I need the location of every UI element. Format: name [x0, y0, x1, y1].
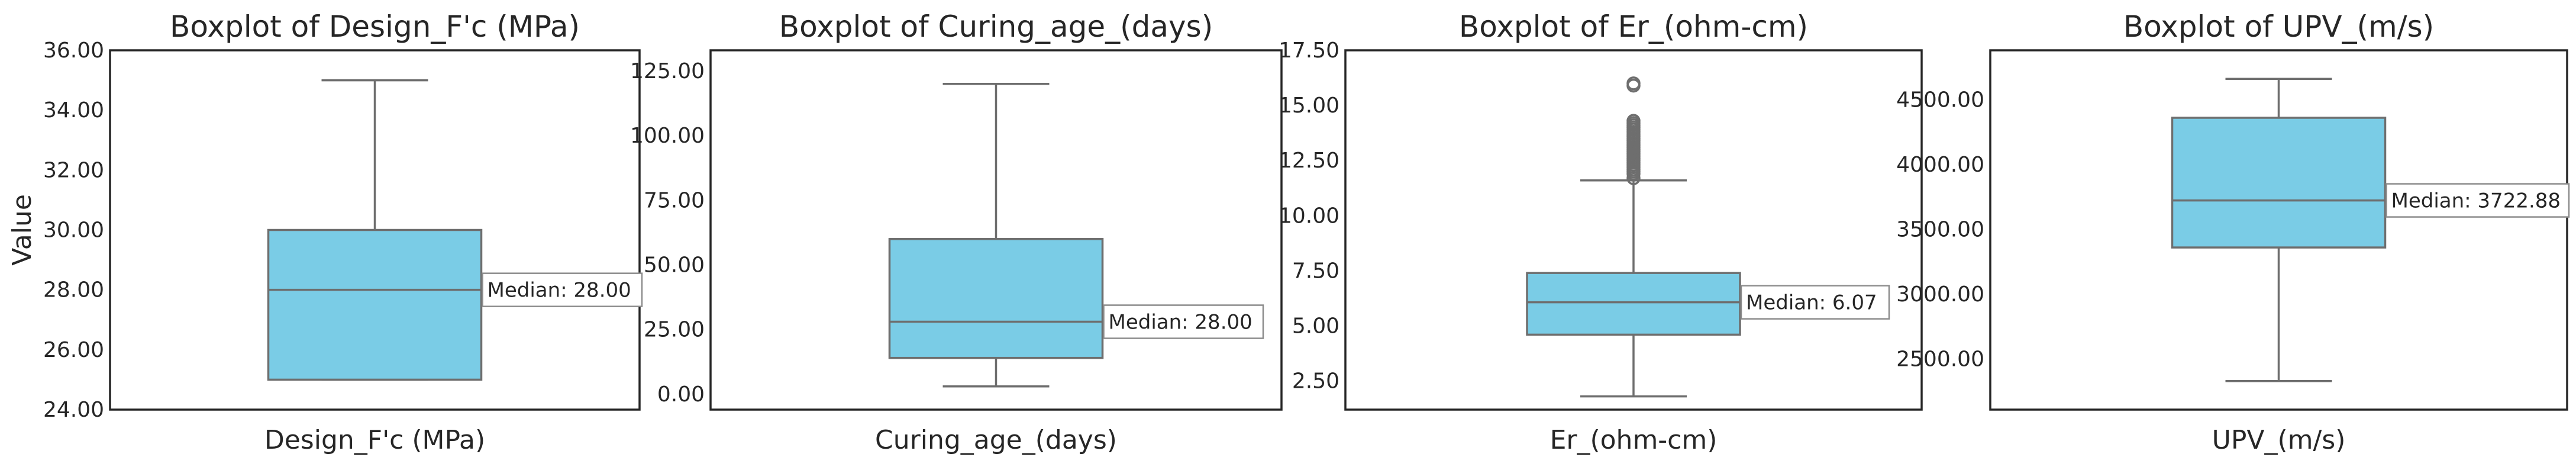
y-axis-label: Value	[7, 194, 37, 266]
median-annotation-box	[1103, 304, 1264, 339]
y-tick-label: 26.00	[43, 338, 104, 362]
y-tick-label: 24.00	[43, 398, 104, 422]
y-tick-label: 25.00	[644, 318, 705, 342]
y-tick-label: 36.00	[43, 38, 104, 63]
outlier-point	[1626, 76, 1641, 91]
axes-frame	[1989, 49, 2568, 411]
y-tick-label: 12.50	[1279, 149, 1339, 173]
axes-frame	[109, 49, 641, 411]
y-tick-label: 5.00	[1292, 314, 1339, 338]
subplot-title: Boxplot of Er_(ohm-cm)	[1459, 9, 1808, 44]
subplot-title: Boxplot of Curing_age_(days)	[779, 9, 1213, 44]
y-tick-label: 30.00	[43, 218, 104, 243]
axes-frame	[709, 49, 1283, 411]
y-tick-label: 32.00	[43, 158, 104, 182]
y-tick-label: 4000.00	[1896, 153, 1984, 177]
median-annotation-box	[1740, 285, 1890, 320]
iqr-box	[2171, 117, 2387, 249]
y-tick-label: 7.50	[1292, 259, 1339, 283]
y-tick-label: 75.00	[644, 188, 705, 213]
median-annotation-label: Median: 28.00	[1109, 311, 1253, 334]
subplot-4: Boxplot of UPV_(m/s) 2500.00 3000.00 3500.0…	[1896, 9, 2570, 455]
axes-frame	[1344, 49, 1923, 411]
y-tick-label: 0.00	[657, 382, 705, 407]
iqr-box	[1526, 272, 1741, 336]
y-tick-label: 2.50	[1292, 369, 1339, 394]
y-tick-label: 28.00	[43, 278, 104, 302]
y-tick-label: 17.50	[1279, 38, 1339, 63]
median-annotation-label: Median: 6.07	[1746, 291, 1877, 315]
median-annotation-label: Median: 3722.88	[2391, 189, 2561, 213]
iqr-box	[888, 238, 1104, 359]
y-tick-label: 3000.00	[1896, 282, 1984, 307]
x-axis-label: UPV_(m/s)	[2212, 425, 2346, 455]
y-tick-label: 2500.00	[1896, 347, 1984, 372]
y-tick-label: 100.00	[630, 124, 705, 148]
median-annotation-label: Median: 28.00	[488, 279, 631, 302]
median-annotation-box	[2385, 183, 2570, 218]
y-tick-label: 15.00	[1279, 94, 1339, 118]
outlier-point	[1626, 114, 1641, 128]
subplot-title: Boxplot of UPV_(m/s)	[2123, 9, 2434, 44]
y-tick-label: 4500.00	[1896, 88, 1984, 112]
y-tick-label: 3500.00	[1896, 217, 1984, 242]
subplot-3: Boxplot of Er_(ohm-cm) 2.50 5.00 7.50 10.00 1…	[1279, 9, 1923, 455]
x-axis-label: Design_F'c (MPa)	[264, 425, 485, 455]
y-tick-label: 125.00	[630, 59, 705, 83]
y-tick-label: 10.00	[1279, 204, 1339, 228]
subplot-1: Boxplot of Design_F'c (MPa) 24.00 26.00 28.…	[43, 9, 643, 455]
y-tick-label: 50.00	[644, 253, 705, 277]
x-axis-label: Er_(ohm-cm)	[1550, 425, 1718, 455]
x-axis-label: Curing_age_(days)	[875, 425, 1117, 455]
subplot-2: Boxplot of Curing_age_(days) 0.00 25.00 50.…	[630, 9, 1283, 455]
y-tick-label: 34.00	[43, 98, 104, 123]
subplot-title: Boxplot of Design_F'c (MPa)	[170, 9, 580, 44]
iqr-box	[267, 228, 483, 381]
median-annotation-box	[482, 272, 643, 307]
